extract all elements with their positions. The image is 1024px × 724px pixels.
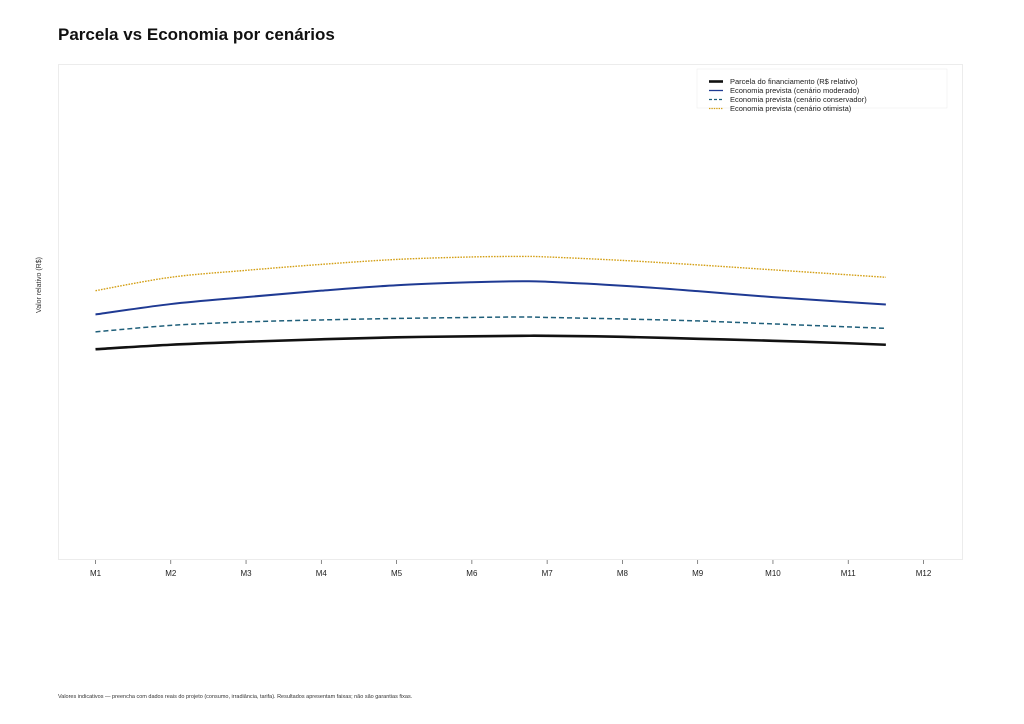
series-conservador-line (95, 316, 886, 333)
x-axis: M1 M2 M3 M4 M5 M6 M7 M8 M9 M10 M11 M12 (90, 560, 932, 578)
legend-entry: Economia prevista (cenário moderado) (730, 86, 860, 95)
x-tick-label: M12 (916, 569, 932, 578)
x-tick-label: M10 (765, 569, 781, 578)
footnote: Valores indicativos — preencha com dados… (58, 694, 413, 700)
x-tick-label: M11 (841, 569, 857, 578)
x-tick-label: M2 (165, 569, 177, 578)
x-tick-label: M7 (542, 569, 554, 578)
x-tick-label: M5 (391, 569, 403, 578)
legend-entry: Parcela do financiamento (R$ relativo) (730, 77, 858, 86)
legend-box (696, 68, 948, 109)
legend-entry: Economia prevista (cenário conservador) (730, 95, 867, 104)
x-tick-label: M6 (466, 569, 478, 578)
x-tick-label: M1 (90, 569, 102, 578)
page-title: Parcela vs Economia por cenários (58, 25, 335, 44)
series-otimista-line (95, 255, 886, 292)
x-tick-label: M9 (692, 569, 704, 578)
x-tick-label: M4 (316, 569, 328, 578)
legend: Parcela do financiamento (R$ relativo)Ec… (696, 68, 948, 113)
x-tick-label: M8 (617, 569, 629, 578)
series-group (95, 255, 886, 351)
chart-frame (58, 64, 963, 560)
x-tick-label: M3 (240, 569, 252, 578)
series-moderado-line (95, 280, 886, 316)
series-parcela-line (95, 334, 886, 351)
y-axis-label: Valor relativo (R$) (36, 257, 43, 313)
legend-entry: Economia prevista (cenário otimista) (730, 104, 852, 113)
